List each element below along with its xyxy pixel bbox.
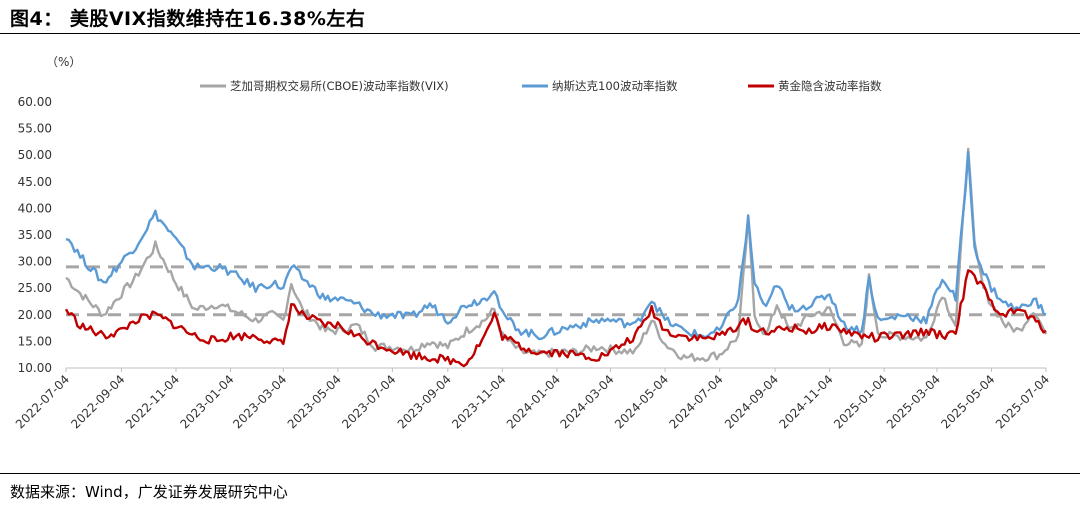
- y-tick-label: 20.00: [18, 308, 52, 322]
- legend-label: 纳斯达克100波动率指数: [552, 79, 678, 93]
- reference-lines: [66, 265, 1046, 317]
- y-tick-label: 55.00: [18, 122, 52, 136]
- y-unit-label: （%）: [46, 55, 81, 69]
- x-tick-label: 2024-03-04: [557, 372, 616, 431]
- x-tick-label: 2023-03-04: [230, 372, 289, 431]
- x-tick-label: 2023-07-04: [339, 372, 398, 431]
- x-tick-label: 2024-09-04: [722, 372, 781, 431]
- series-line-1: [65, 147, 1048, 363]
- x-tick-label: 2024-01-04: [504, 372, 563, 431]
- x-tick-label: 2022-07-04: [13, 372, 72, 431]
- y-tick-label: 50.00: [18, 148, 52, 162]
- y-tick-label: 15.00: [18, 334, 52, 348]
- title-divider: [0, 33, 1080, 34]
- y-tick-label: 35.00: [18, 228, 52, 242]
- chart-legend: 芝加哥期权交易所(CBOE)波动率指数(VIX) 纳斯达克100波动率指数 黄金隐含…: [200, 79, 882, 93]
- y-tick-label: 40.00: [18, 201, 52, 215]
- x-tick-label: 2024-05-04: [612, 372, 671, 431]
- x-tick-label: 2025-01-04: [831, 372, 890, 431]
- legend-label: 芝加哥期权交易所(CBOE)波动率指数(VIX): [230, 79, 449, 93]
- x-tick-label: 2022-11-04: [123, 372, 182, 431]
- x-tick-label: 2023-09-04: [395, 372, 454, 431]
- x-axis: 2022-07-042022-09-042022-11-042023-01-04…: [13, 368, 1052, 431]
- x-tick-label: 2023-11-04: [449, 372, 508, 431]
- x-tick-label: 2022-09-04: [68, 372, 127, 431]
- x-tick-label: 2025-05-04: [938, 372, 997, 431]
- page-title: 图4： 美股VIX指数维持在16.38%左右: [10, 8, 366, 30]
- series-line-2: [65, 151, 1047, 341]
- y-tick-label: 30.00: [18, 255, 52, 269]
- series-line-3: [64, 269, 1047, 368]
- volatility-line-chart: （%） 芝加哥期权交易所(CBOE)波动率指数(VIX) 纳斯达克100波动率指数…: [13, 55, 1052, 431]
- y-tick-label: 45.00: [18, 175, 52, 189]
- y-tick-label: 25.00: [18, 281, 52, 295]
- x-tick-label: 2023-01-04: [177, 372, 236, 431]
- series-lines: [64, 147, 1048, 368]
- x-tick-label: 2025-07-04: [993, 372, 1052, 431]
- x-tick-label: 2024-07-04: [667, 372, 726, 431]
- footer-divider: [0, 473, 1080, 474]
- y-tick-label: 60.00: [18, 95, 52, 109]
- y-tick-label: 10.00: [18, 361, 52, 375]
- y-axis: 60.00 55.00 50.00 45.00 40.00 35.00 30.00 25.00…: [18, 95, 52, 375]
- x-tick-label: 2023-05-04: [285, 372, 344, 431]
- source-note: 数据来源：Wind，广发证券发展研究中心: [10, 483, 288, 501]
- x-tick-label: 2024-11-04: [777, 372, 836, 431]
- legend-label: 黄金隐含波动率指数: [778, 79, 882, 93]
- x-tick-label: 2025-03-04: [884, 372, 943, 431]
